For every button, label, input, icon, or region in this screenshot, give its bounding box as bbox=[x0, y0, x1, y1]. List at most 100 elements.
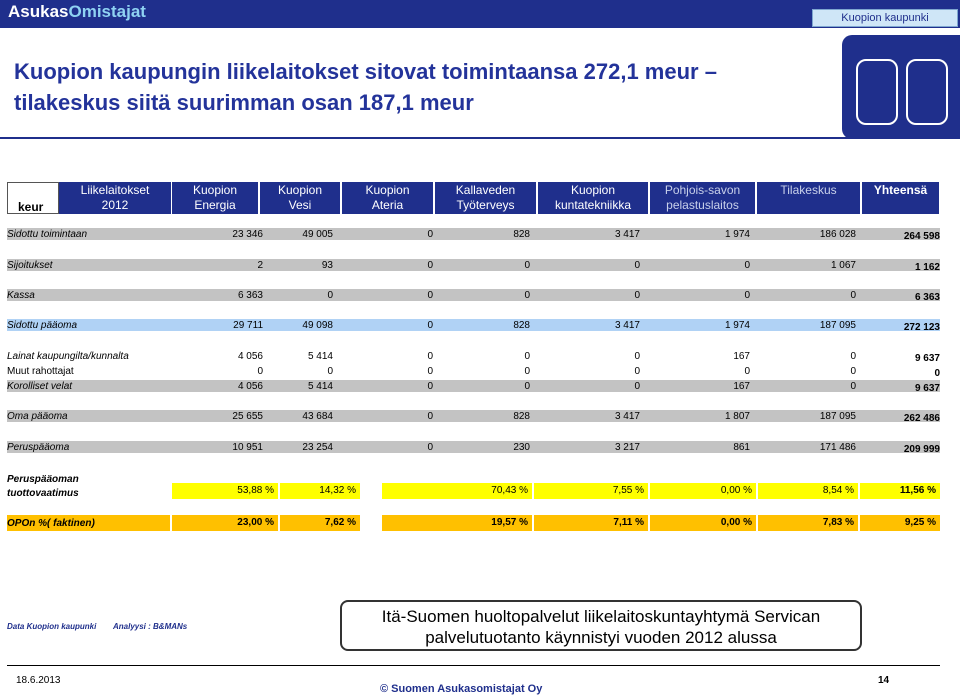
opon-cell-5: 0,00 % bbox=[650, 515, 756, 531]
cell-sidottu-toimintaan-6: 186 028 bbox=[819, 229, 856, 240]
header-col-line1: Kuopion bbox=[277, 183, 323, 197]
cell-oma-paaoma-2: 0 bbox=[427, 411, 433, 422]
cell-kassa-3: 0 bbox=[524, 290, 530, 301]
cell-lainat-6: 0 bbox=[850, 351, 856, 362]
header-col-7: Yhteensä bbox=[862, 182, 939, 214]
data-source: Data Kuopion kaupunki bbox=[7, 622, 97, 631]
opon-cell-0: 23,00 % bbox=[172, 515, 278, 531]
header-col-line1: Kuopion bbox=[365, 183, 410, 197]
cell-oma-paaoma-4: 3 417 bbox=[614, 411, 640, 422]
opon-label: OPOn %( faktinen) bbox=[7, 518, 95, 529]
cell-sidottu-toimintaan-4: 3 417 bbox=[614, 229, 640, 240]
header-col-6: Tilakeskus bbox=[757, 182, 860, 214]
title-line-1: Kuopion kaupungin liikelaitokset sitovat… bbox=[14, 59, 717, 84]
opon-cell-2 bbox=[362, 515, 380, 531]
cell-peruspaaoma-1: 23 254 bbox=[302, 442, 333, 453]
decorative-logo-panel bbox=[842, 35, 960, 139]
header-col-line2: Energia bbox=[194, 198, 236, 212]
cell-kassa-5: 0 bbox=[744, 290, 750, 301]
cell-peruspaaoma-0: 10 951 bbox=[232, 442, 263, 453]
cell-sijoitukset-0: 2 bbox=[257, 260, 263, 271]
cell-sidottu-paaoma-7: 272 123 bbox=[903, 322, 940, 333]
cell-oma-paaoma-0: 25 655 bbox=[232, 411, 263, 422]
cell-sijoitukset-4: 0 bbox=[634, 260, 640, 271]
cell-korolliset-velat-7: 9 637 bbox=[914, 383, 940, 394]
row-band-kassa bbox=[7, 289, 940, 301]
cell-lainat-2: 0 bbox=[427, 351, 433, 362]
opon-cell-7: 9,25 % bbox=[860, 515, 940, 531]
tuotto-cell-7: 11,56 % bbox=[860, 483, 940, 499]
note-line-1: Itä-Suomen huoltopalvelut liikelaitoskun… bbox=[381, 607, 821, 626]
cell-lainat-7: 9 637 bbox=[914, 353, 940, 364]
header-col-line2: Tilakeskus bbox=[780, 183, 837, 197]
cell-sidottu-toimintaan-2: 0 bbox=[427, 229, 433, 240]
analysis-source: Analyysi : B&MANs bbox=[113, 622, 188, 631]
cell-sidottu-toimintaan-7: 264 598 bbox=[903, 231, 940, 242]
cell-korolliset-velat-0: 4 056 bbox=[237, 381, 263, 392]
cell-peruspaaoma-6: 171 486 bbox=[819, 442, 856, 453]
cell-korolliset-velat-6: 0 bbox=[850, 381, 856, 392]
cell-sijoitukset-6: 1 067 bbox=[830, 260, 856, 271]
city-label: Kuopion kaupunki bbox=[812, 9, 958, 27]
header-col-line1: Kuopion bbox=[570, 183, 616, 197]
row-band-korolliset-velat bbox=[7, 380, 940, 392]
opon-cell-3: 19,57 % bbox=[382, 515, 532, 531]
cell-oma-paaoma-7: 262 486 bbox=[903, 413, 940, 424]
row-label-muut-rahottajat: Muut rahottajat bbox=[7, 366, 74, 377]
tuotto-cell-5: 0,00 % bbox=[650, 483, 756, 499]
cell-sijoitukset-1: 93 bbox=[321, 260, 333, 271]
row-label-korolliset-velat: Korolliset velat bbox=[7, 381, 73, 392]
cell-korolliset-velat-4: 0 bbox=[634, 381, 640, 392]
cell-kassa-1: 0 bbox=[327, 290, 333, 301]
header-col-0: Kuopion Energia bbox=[172, 182, 258, 214]
tuotto-cell-1: 14,32 % bbox=[280, 483, 360, 499]
cell-sidottu-toimintaan-3: 828 bbox=[513, 229, 530, 240]
deco-shape-left bbox=[856, 59, 898, 125]
cell-muut-rahottajat-5: 0 bbox=[744, 366, 750, 377]
callout-note: Itä-Suomen huoltopalvelut liikelaitoskun… bbox=[340, 600, 862, 651]
row-label-sidottu-paaoma: Sidottu pääoma bbox=[7, 320, 78, 331]
footer-date: 18.6.2013 bbox=[16, 675, 61, 686]
cell-korolliset-velat-1: 5 414 bbox=[307, 381, 333, 392]
cell-sijoitukset-5: 0 bbox=[744, 260, 750, 271]
row-label-sijoitukset: Sijoitukset bbox=[7, 260, 53, 271]
cell-kassa-2: 0 bbox=[427, 290, 433, 301]
brand-part2: Omistajat bbox=[68, 2, 146, 21]
note-line-2: palvelutuotanto käynnistyi vuoden 2012 a… bbox=[425, 628, 777, 647]
deco-shape-right bbox=[906, 59, 948, 125]
unit-cell: keur bbox=[7, 182, 59, 214]
header-col-5: Pohjois-savon pelastuslaitos bbox=[650, 182, 755, 214]
header-col-line1: Yhteensä bbox=[873, 183, 928, 197]
cell-muut-rahottajat-0: 0 bbox=[257, 366, 263, 377]
cell-sidottu-paaoma-1: 49 098 bbox=[302, 320, 333, 331]
row-band-sidottu-paaoma bbox=[7, 319, 940, 331]
opon-label-band bbox=[7, 515, 170, 531]
cell-muut-rahottajat-4: 0 bbox=[634, 366, 640, 377]
header-group-line2: 2012 bbox=[101, 198, 129, 212]
row-label-kassa: Kassa bbox=[7, 290, 35, 301]
cell-oma-paaoma-1: 43 684 bbox=[302, 411, 333, 422]
cell-sidottu-toimintaan-0: 23 346 bbox=[232, 229, 263, 240]
tuotto-cell-0: 53,88 % bbox=[172, 483, 278, 499]
cell-sijoitukset-7: 1 162 bbox=[914, 262, 940, 273]
header-group: Liikelaitokset 2012 bbox=[59, 182, 171, 214]
row-label-peruspaaoma: Peruspääoma bbox=[7, 442, 70, 453]
title-line-2: tilakeskus siitä suurimman osan 187,1 me… bbox=[14, 90, 474, 115]
row-band-peruspaaoma bbox=[7, 441, 940, 453]
cell-muut-rahottajat-6: 0 bbox=[850, 366, 856, 377]
cell-muut-rahottajat-7: 0 bbox=[934, 368, 940, 379]
cell-peruspaaoma-4: 3 217 bbox=[614, 442, 640, 453]
cell-peruspaaoma-5: 861 bbox=[733, 442, 750, 453]
cell-oma-paaoma-5: 1 807 bbox=[724, 411, 750, 422]
cell-korolliset-velat-3: 0 bbox=[524, 381, 530, 392]
cell-sidottu-paaoma-4: 3 417 bbox=[614, 320, 640, 331]
cell-sidottu-paaoma-3: 828 bbox=[513, 320, 530, 331]
cell-peruspaaoma-7: 209 999 bbox=[903, 444, 940, 455]
cell-sidottu-paaoma-0: 29 711 bbox=[233, 320, 263, 331]
cell-sijoitukset-2: 0 bbox=[427, 260, 433, 271]
tuotto-cell-6: 8,54 % bbox=[758, 483, 858, 499]
header-col-line2: kuntatekniikka bbox=[554, 198, 632, 212]
cell-oma-paaoma-3: 828 bbox=[513, 411, 530, 422]
brand-logo: AsukasOmistajat bbox=[8, 2, 146, 22]
cell-muut-rahottajat-2: 0 bbox=[427, 366, 433, 377]
